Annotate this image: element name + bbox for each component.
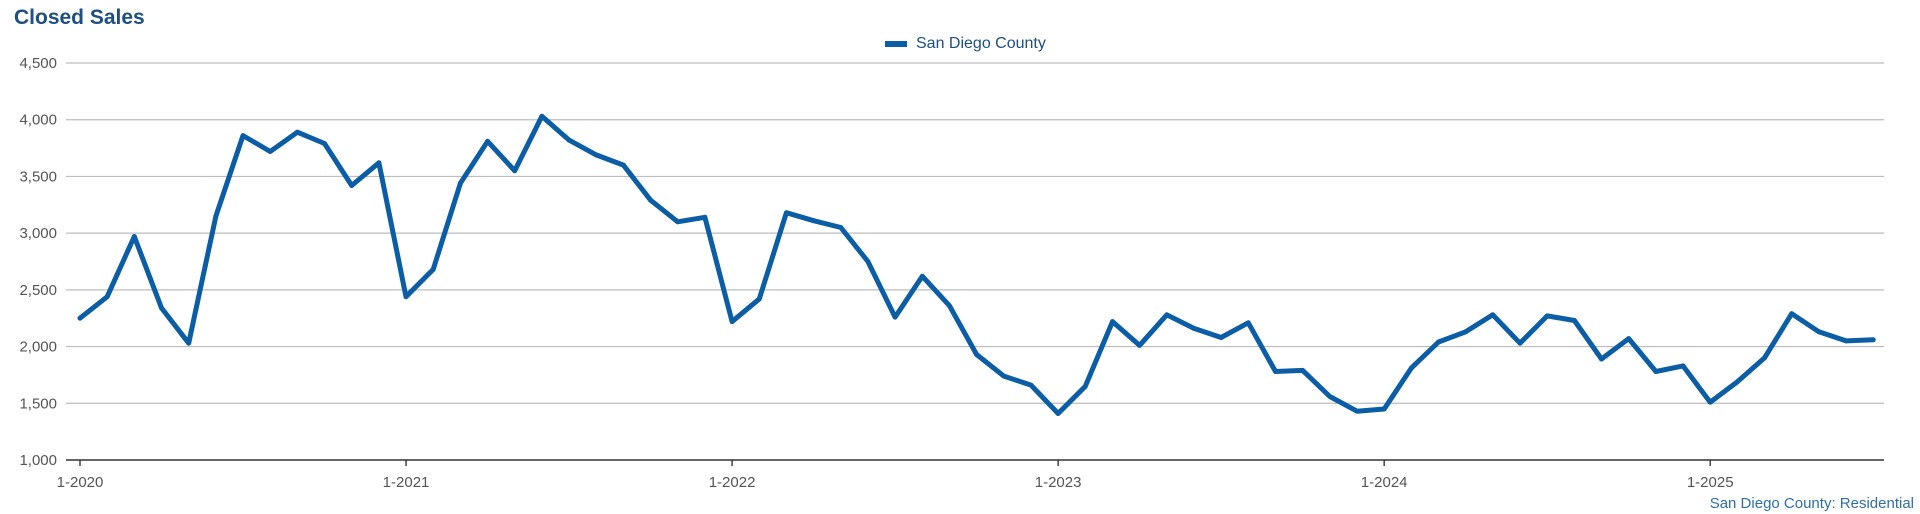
data-point xyxy=(1707,399,1713,405)
data-point xyxy=(784,210,789,216)
data-point xyxy=(1191,326,1197,331)
data-point xyxy=(566,137,572,143)
data-point xyxy=(1273,369,1278,374)
y-tick-label: 2,000 xyxy=(19,339,57,356)
data-point xyxy=(1843,338,1849,344)
data-point xyxy=(675,219,681,225)
source-note: San Diego County: Residential xyxy=(1709,495,1914,512)
data-point xyxy=(512,168,518,174)
data-point xyxy=(1436,339,1441,345)
data-point xyxy=(1327,394,1333,399)
data-point xyxy=(1680,363,1686,369)
y-tick-label: 3,000 xyxy=(19,225,57,242)
data-point xyxy=(539,113,545,119)
x-tick-label: 1-2020 xyxy=(57,474,104,491)
data-point xyxy=(919,273,925,279)
data-point xyxy=(485,138,490,144)
data-point xyxy=(1762,355,1767,361)
chart-title: Closed Sales xyxy=(14,6,145,29)
data-point xyxy=(1789,311,1795,317)
y-tick-label: 1,000 xyxy=(19,452,57,469)
data-point xyxy=(1626,336,1632,342)
data-point xyxy=(1028,382,1034,388)
data-point xyxy=(267,149,273,154)
data-point xyxy=(1816,329,1822,335)
data-point xyxy=(1245,320,1251,326)
x-tick-label: 1-2021 xyxy=(383,474,430,491)
data-point xyxy=(322,141,327,146)
data-point xyxy=(77,315,83,321)
data-point xyxy=(974,352,980,357)
y-tick-label: 1,500 xyxy=(19,395,57,412)
series-layer xyxy=(77,113,1876,416)
data-point xyxy=(947,303,952,309)
data-point xyxy=(1110,319,1115,325)
data-point xyxy=(403,294,409,300)
data-point xyxy=(1599,356,1604,362)
data-point xyxy=(1354,408,1360,414)
y-tick-label: 4,500 xyxy=(19,55,57,72)
data-point xyxy=(1001,373,1007,379)
data-point xyxy=(756,296,762,302)
y-tick-label: 4,000 xyxy=(19,112,57,129)
data-point xyxy=(865,259,871,264)
data-point xyxy=(1218,335,1224,340)
data-point xyxy=(1544,313,1550,319)
legend: San Diego County xyxy=(885,35,1046,53)
data-point xyxy=(1653,369,1659,374)
data-point xyxy=(349,183,355,188)
data-point xyxy=(1137,343,1143,348)
data-point xyxy=(159,305,164,311)
data-point xyxy=(1734,379,1740,385)
data-point xyxy=(1490,312,1496,318)
data-point xyxy=(186,340,192,346)
data-point xyxy=(1463,329,1469,335)
data-point xyxy=(376,160,382,166)
data-point xyxy=(104,294,110,300)
x-tick-label: 1-2023 xyxy=(1035,474,1082,491)
data-point xyxy=(892,314,898,320)
legend-swatch xyxy=(885,41,907,47)
data-point xyxy=(729,319,735,325)
data-point xyxy=(430,267,436,272)
data-point xyxy=(1164,312,1170,318)
data-point xyxy=(1381,406,1387,412)
legend-label: San Diego County xyxy=(916,35,1046,52)
data-point xyxy=(131,234,137,239)
data-point xyxy=(593,152,599,158)
x-axis-ticks: 1-2020 1-2021 1-2022 1-2023 1-2024 1-2025 xyxy=(57,460,1734,491)
y-axis-ticks: 1,000 1,500 2,000 2,500 3,000 3,500 4,000 4,500 xyxy=(19,55,57,469)
x-tick-label: 1-2024 xyxy=(1361,474,1408,491)
data-point xyxy=(1082,383,1088,389)
gridlines xyxy=(66,62,1884,461)
data-point xyxy=(1055,411,1061,416)
data-point xyxy=(457,180,463,186)
data-point xyxy=(213,213,219,219)
data-point xyxy=(648,197,653,203)
data-point xyxy=(838,225,844,230)
data-point xyxy=(1571,318,1577,323)
data-point xyxy=(1870,337,1876,343)
series-line xyxy=(77,113,1876,416)
data-point xyxy=(240,133,246,138)
y-tick-label: 3,500 xyxy=(19,168,57,185)
data-point xyxy=(1408,365,1414,371)
data-point xyxy=(1300,367,1306,373)
data-point xyxy=(702,214,708,220)
x-tick-label: 1-2022 xyxy=(709,474,756,491)
data-point xyxy=(294,129,300,135)
data-point xyxy=(811,218,816,224)
y-tick-label: 2,500 xyxy=(19,282,57,299)
data-point xyxy=(1517,340,1523,346)
data-point xyxy=(621,162,626,168)
x-tick-label: 1-2025 xyxy=(1687,474,1734,491)
